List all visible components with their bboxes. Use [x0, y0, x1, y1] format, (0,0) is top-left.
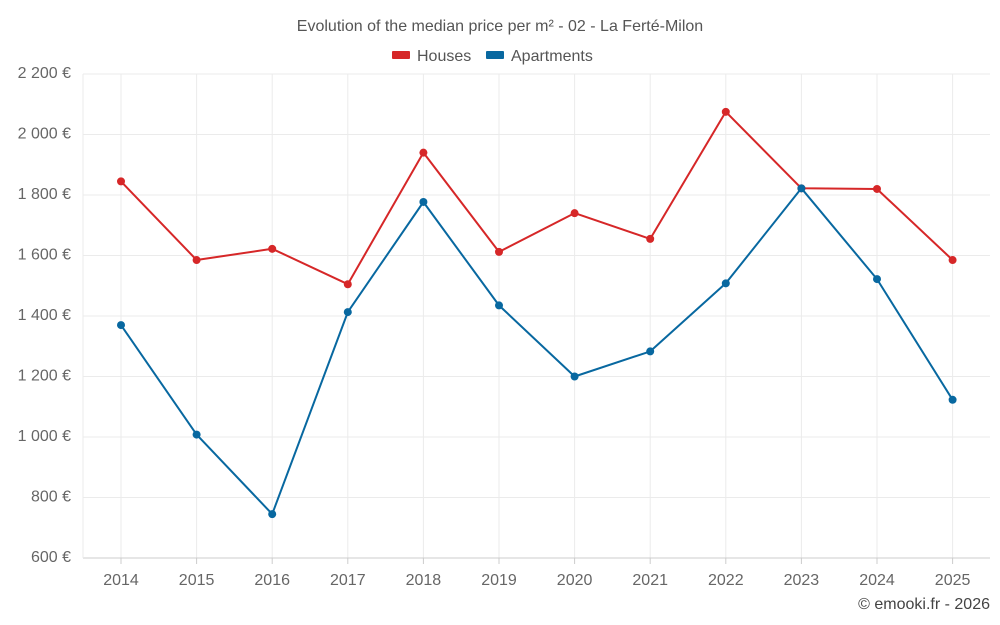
x-tick-label: 2019 — [481, 572, 517, 589]
legend-swatch-houses — [392, 51, 410, 59]
y-tick-label: 800 € — [31, 489, 71, 506]
x-tick-label: 2024 — [859, 572, 895, 589]
legend-item-apartments[interactable]: Apartments — [486, 48, 593, 65]
x-tick-label: 2014 — [103, 572, 139, 589]
data-point-apartments[interactable] — [873, 275, 881, 284]
data-point-houses[interactable] — [343, 280, 352, 289]
data-point-houses[interactable] — [948, 256, 957, 265]
x-gridlines — [120, 74, 954, 558]
data-point-apartments[interactable] — [495, 301, 503, 310]
data-point-apartments[interactable] — [721, 279, 730, 288]
data-point-houses[interactable] — [721, 107, 730, 116]
x-tick-label: 2018 — [406, 572, 442, 589]
data-point-apartments[interactable] — [797, 184, 806, 193]
y-tick-label: 2 000 € — [18, 126, 71, 143]
data-point-houses[interactable] — [117, 177, 125, 186]
legend: Houses Apartments — [392, 48, 593, 65]
chart-title: Evolution of the median price per m² - 0… — [297, 18, 703, 35]
data-point-apartments[interactable] — [570, 372, 579, 381]
x-tick-label: 2022 — [708, 572, 744, 589]
y-gridlines — [83, 73, 990, 498]
x-tick-label: 2017 — [330, 572, 366, 589]
y-tick-label: 1 200 € — [18, 368, 71, 385]
x-axis-ticks: 2014 2015 2016 2017 2018 2019 2020 2021 2022 2023… — [103, 558, 970, 589]
series-line-houses — [120, 110, 954, 286]
x-tick-label: 2020 — [557, 572, 593, 589]
axes — [82, 74, 990, 559]
y-tick-label: 1 400 € — [18, 307, 71, 324]
data-point-houses[interactable] — [873, 184, 881, 193]
data-point-houses[interactable] — [495, 247, 503, 256]
data-point-apartments[interactable] — [646, 347, 655, 356]
series-layer — [117, 107, 957, 519]
legend-label-apartments: Apartments — [511, 48, 593, 65]
x-tick-label: 2021 — [632, 572, 668, 589]
data-point-apartments[interactable] — [948, 395, 957, 404]
data-point-apartments[interactable] — [117, 321, 125, 330]
y-tick-label: 1 000 € — [18, 428, 71, 445]
data-point-apartments[interactable] — [268, 510, 277, 519]
series-apartments — [117, 184, 957, 519]
series-line-apartments — [120, 187, 954, 516]
data-point-houses[interactable] — [646, 234, 655, 243]
data-point-houses[interactable] — [419, 148, 428, 157]
data-point-apartments[interactable] — [343, 308, 352, 317]
credit-text: © emooki.fr - 2026 — [858, 596, 990, 613]
x-tick-label: 2025 — [935, 572, 971, 589]
data-point-apartments[interactable] — [192, 430, 201, 439]
data-point-houses[interactable] — [570, 209, 579, 218]
y-tick-label: 2 200 € — [18, 65, 71, 82]
x-tick-label: 2023 — [784, 572, 820, 589]
legend-item-houses[interactable]: Houses — [392, 48, 471, 65]
y-axis-ticks: 600 € 800 € 1 000 € 1 200 € 1 400 € 1 600 € 1 … — [18, 65, 71, 566]
legend-swatch-apartments — [486, 51, 504, 59]
y-tick-label: 600 € — [31, 549, 71, 566]
data-point-apartments[interactable] — [419, 197, 428, 206]
data-point-houses[interactable] — [268, 244, 277, 253]
y-tick-label: 1 600 € — [18, 247, 71, 264]
data-point-houses[interactable] — [192, 256, 201, 265]
y-tick-label: 1 800 € — [18, 186, 71, 203]
x-tick-label: 2015 — [179, 572, 215, 589]
legend-label-houses: Houses — [417, 48, 471, 65]
x-tick-label: 2016 — [254, 572, 290, 589]
